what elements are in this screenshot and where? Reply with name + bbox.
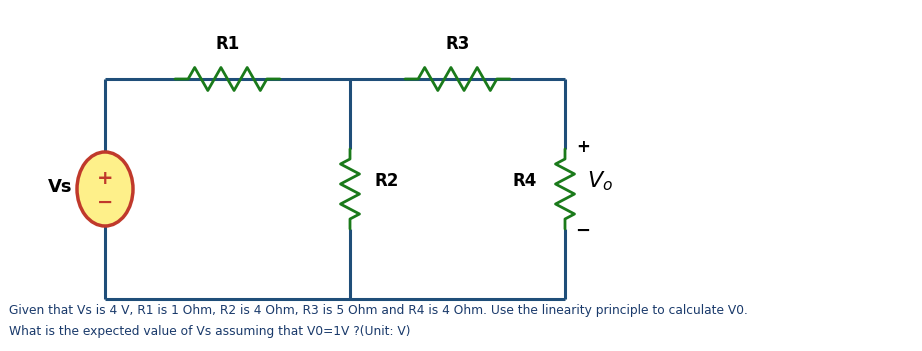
Text: R2: R2 bbox=[375, 172, 399, 190]
Text: +: + bbox=[97, 170, 113, 188]
Text: What is the expected value of Vs assuming that V0=1V ?(Unit: V): What is the expected value of Vs assumin… bbox=[9, 325, 410, 338]
Text: −: − bbox=[97, 192, 113, 212]
Text: R3: R3 bbox=[445, 35, 469, 53]
Text: +: + bbox=[576, 138, 590, 156]
Text: −: − bbox=[575, 222, 591, 240]
Text: $V_o$: $V_o$ bbox=[587, 169, 613, 193]
Text: R4: R4 bbox=[513, 172, 537, 190]
Text: R1: R1 bbox=[216, 35, 240, 53]
Text: Vs: Vs bbox=[48, 178, 72, 196]
Ellipse shape bbox=[77, 152, 133, 226]
Text: Given that Vs is 4 V, R1 is 1 Ohm, R2 is 4 Ohm, R3 is 5 Ohm and R4 is 4 Ohm. Use: Given that Vs is 4 V, R1 is 1 Ohm, R2 is… bbox=[9, 304, 748, 317]
